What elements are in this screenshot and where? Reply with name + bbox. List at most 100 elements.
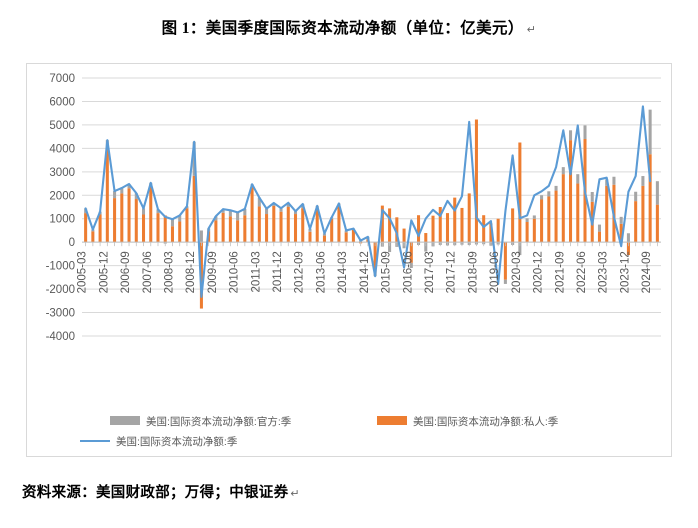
bar-official [156, 209, 160, 214]
bar-private [156, 213, 160, 243]
bar-private [113, 198, 117, 243]
bar-private [265, 214, 269, 243]
bar-official [518, 242, 522, 256]
bar-official [532, 215, 536, 219]
x-axis-tick-label: 2008-03 [163, 251, 175, 293]
bar-private [467, 193, 471, 243]
bar-private [315, 208, 319, 243]
bar-official [590, 191, 594, 202]
bar-private [395, 217, 399, 243]
bar-official [648, 109, 652, 155]
bar-private [554, 190, 558, 243]
bar-private [547, 196, 551, 243]
bar-private [105, 149, 109, 243]
x-axis-tick-label: 2023-03 [598, 251, 610, 293]
bar-official [142, 208, 146, 215]
x-axis-tick-label: 2011-03 [250, 251, 262, 292]
x-axis-tick-label: 2021-09 [554, 251, 566, 293]
bar-private [576, 183, 580, 243]
bar-private [388, 208, 392, 243]
capital-flow-chart: 7000 6000 5000 4000 3000 2000 1000 0 -1000 -2000 -… [46, 73, 661, 448]
bar-official [322, 233, 326, 236]
y-axis-tick-label: -2000 [46, 284, 75, 296]
y-axis-tick-label: -1000 [46, 261, 75, 273]
bar-private [84, 213, 88, 243]
bar-private [540, 199, 544, 243]
x-axis-tick-label: 2005-03 [77, 251, 89, 293]
bar-private [626, 242, 630, 256]
bar-private [308, 231, 312, 243]
bar-official [619, 216, 623, 224]
y-axis-tick-label: -3000 [46, 308, 75, 320]
chart-container: 7000 6000 5000 4000 3000 2000 1000 0 -1000 -2000 -… [26, 63, 672, 457]
x-axis-tick-label: 2017-12 [446, 251, 458, 293]
bar-private [474, 119, 478, 243]
bar-private [453, 197, 457, 243]
bar-private [518, 142, 522, 243]
bar-private [431, 215, 435, 243]
bar-official [409, 262, 413, 268]
x-axis-tick-label: 2024-09 [641, 251, 653, 293]
bar-official [554, 185, 558, 191]
y-axis-tick-label: -4000 [46, 331, 75, 343]
bar-private [185, 208, 189, 243]
chart-plot-area: 7000 6000 5000 4000 3000 2000 1000 0 -1000 -2000 -… [27, 64, 673, 458]
bar-official [612, 176, 616, 185]
bar-official [214, 216, 218, 221]
bar-private [489, 223, 493, 243]
bar-private [641, 185, 645, 243]
bar-official [569, 130, 573, 141]
bar-private [279, 211, 283, 243]
x-axis-tick-label: 2011-12 [272, 251, 284, 292]
bar-official [576, 174, 580, 184]
bar-official [120, 188, 124, 194]
x-axis-tick-label: 2016-06 [402, 251, 414, 293]
bar-private [619, 223, 623, 243]
bar-private [380, 205, 384, 243]
bar-private [344, 232, 348, 243]
y-axis-tick-label: 0 [69, 237, 75, 249]
bar-official [272, 203, 276, 206]
x-axis-tick-label: 2010-06 [229, 251, 241, 293]
bar-private [98, 214, 102, 243]
legend-label: 美国:国际资本流动净额:官方:季 [146, 415, 292, 428]
bar-private [178, 221, 182, 243]
bar-private [170, 226, 174, 243]
bar-private [503, 242, 507, 280]
x-axis-tick-label: 2008-12 [185, 251, 197, 293]
legend-swatch [110, 416, 140, 425]
x-axis-tick-label: 2009-09 [207, 251, 219, 293]
bar-official [655, 181, 659, 205]
bar-official [525, 218, 529, 223]
bar-private [120, 193, 124, 243]
legend-item: 美国:国际资本流动净额:季 [80, 435, 238, 448]
x-axis-tick-label: 2017-03 [424, 251, 436, 293]
bar-private [301, 208, 305, 243]
bar-private [532, 218, 536, 243]
bar-private [250, 187, 254, 243]
bar-private [460, 207, 464, 243]
figure-title: 图 1：美国季度国际资本流动净额（单位：亿美元） ↵ [0, 0, 698, 38]
bar-private [402, 228, 406, 243]
bar-private [351, 229, 355, 243]
bar-official [540, 195, 544, 200]
bar-official [170, 219, 174, 227]
bar-official [265, 208, 269, 215]
bar-private [293, 214, 298, 243]
bar-official [257, 197, 261, 207]
bar-official [561, 167, 565, 175]
y-axis-tick-label: 4000 [49, 143, 75, 155]
bar-official [279, 208, 283, 212]
bar-private [257, 206, 261, 243]
x-axis-tick-label: 2023-12 [619, 251, 631, 293]
bar-private [424, 233, 428, 243]
total-net-flow-line [84, 105, 652, 298]
bar-official [113, 191, 117, 199]
y-axis-tick-label: 7000 [49, 73, 75, 85]
bar-official [424, 242, 428, 252]
bar-private [228, 216, 232, 243]
bar-private [272, 205, 276, 243]
bar-official [597, 224, 601, 232]
legend-label: 美国:国际资本流动净额:季 [116, 435, 238, 448]
